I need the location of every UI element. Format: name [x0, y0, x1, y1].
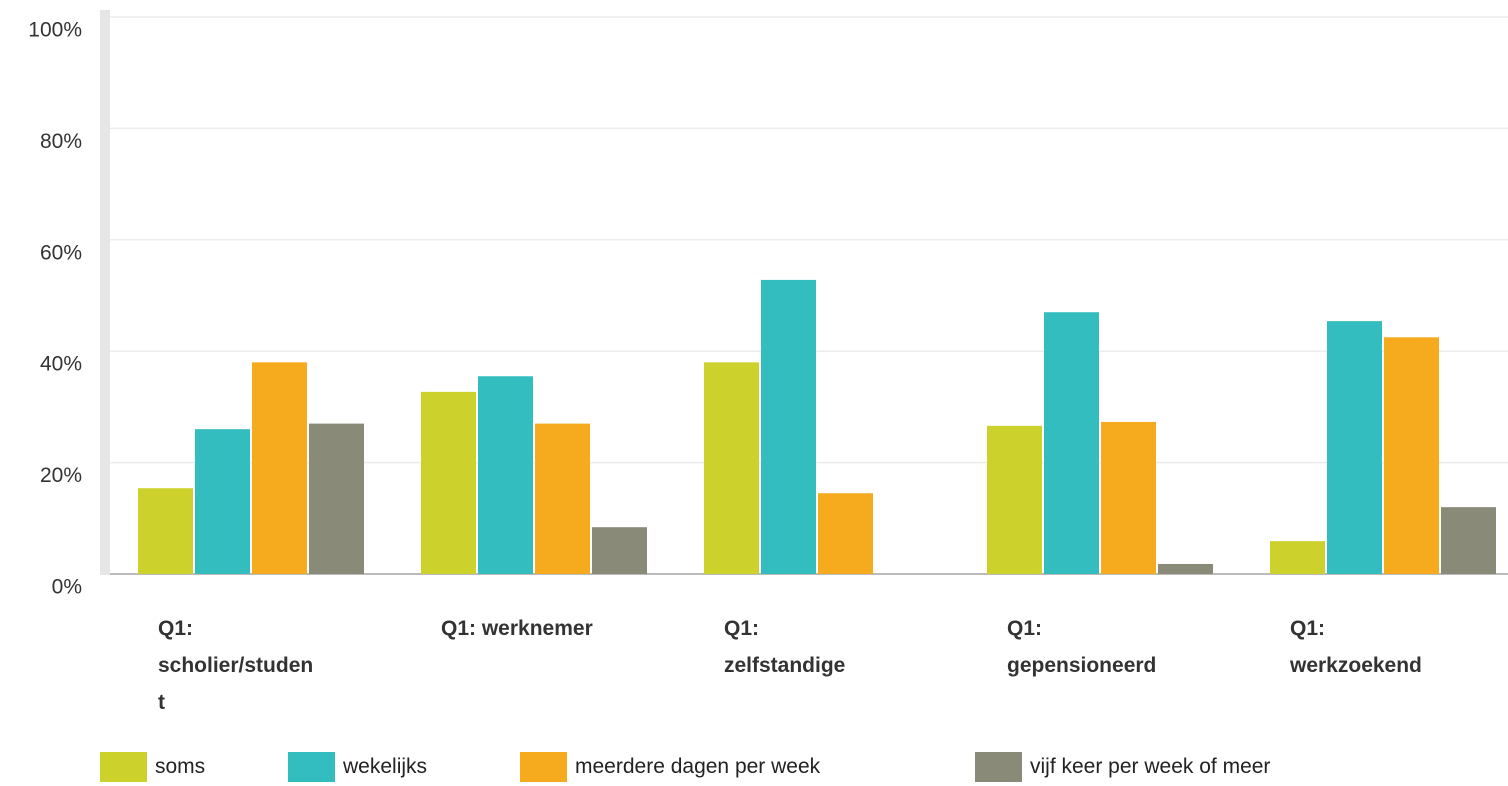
bar: [1101, 421, 1156, 574]
bar: [1327, 321, 1382, 574]
bar: [195, 429, 250, 574]
bar: [309, 423, 364, 574]
bar: [1158, 563, 1213, 574]
bar: [421, 391, 476, 574]
y-tick-label: 100%: [28, 19, 82, 42]
y-axis-bar: [100, 10, 110, 575]
legend-item: wekelijks: [288, 752, 427, 782]
legend-label: meerdere dagen per week: [575, 755, 821, 778]
legend-swatch: [520, 752, 567, 782]
legend-item: vijf keer per week of meer: [975, 752, 1270, 782]
bar: [1441, 507, 1496, 574]
bar: [987, 425, 1042, 574]
legend-item: meerdere dagen per week: [520, 752, 820, 782]
legend-item: soms: [100, 752, 205, 782]
bar: [1270, 541, 1325, 574]
bar: [138, 488, 193, 574]
x-tick-label: Q1: scholier/student: [158, 617, 314, 714]
y-tick-label: 0%: [52, 576, 82, 599]
bar: [535, 423, 590, 574]
y-tick-label: 60%: [40, 241, 82, 264]
y-tick-label: 40%: [40, 353, 82, 376]
x-tick-label: Q1: werknemer: [441, 617, 593, 640]
y-tick-label: 20%: [40, 464, 82, 487]
x-tick-label: Q1: gepensioneerd: [1007, 617, 1157, 677]
legend-swatch: [975, 752, 1022, 782]
bar: [592, 527, 647, 574]
legend-label: vijf keer per week of meer: [1030, 755, 1271, 778]
legend-swatch: [100, 752, 147, 782]
bar: [1384, 337, 1439, 574]
bar: [704, 362, 759, 574]
legend-label: wekelijks: [343, 755, 428, 778]
bar: [478, 376, 533, 574]
bar: [1044, 312, 1099, 574]
bar: [761, 279, 816, 574]
y-tick-label: 80%: [40, 130, 82, 153]
bar: [252, 362, 307, 574]
legend-label: soms: [155, 755, 206, 778]
bar: [818, 493, 873, 574]
x-tick-label: Q1: zelfstandige: [724, 617, 846, 677]
x-tick-label: Q1: werkzoekend: [1290, 617, 1422, 677]
legend-swatch: [288, 752, 335, 782]
